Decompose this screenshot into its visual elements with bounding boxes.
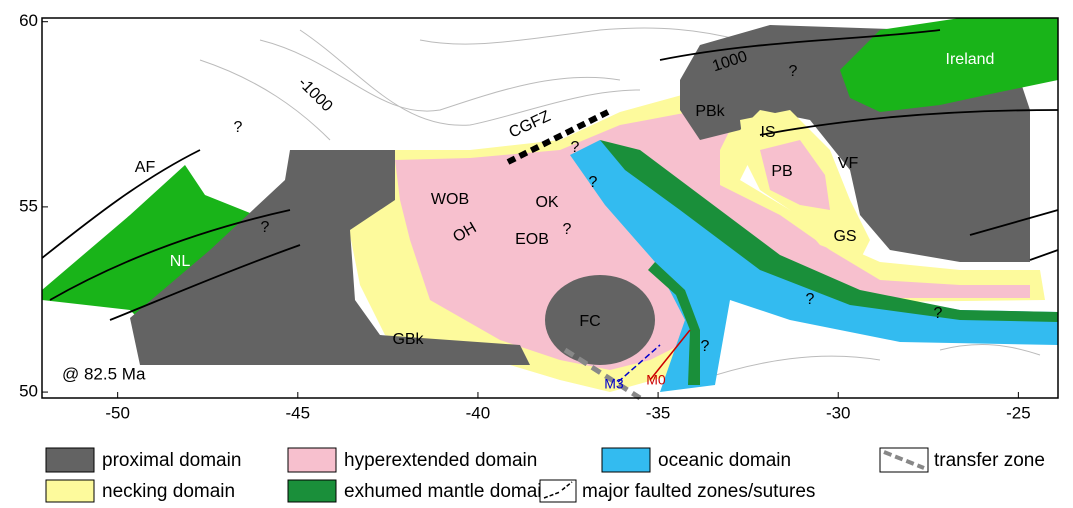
- legend-label: exhumed mantle domain: [344, 481, 552, 502]
- map-label: Ireland: [946, 51, 995, 68]
- map-label: ?: [589, 174, 598, 191]
- x-tick-label: -25: [1006, 403, 1031, 422]
- x-tick-label: -35: [646, 403, 671, 422]
- legend-swatch: [540, 480, 576, 502]
- legend-label: hyperextended domain: [344, 450, 537, 471]
- map-label: ?: [563, 221, 572, 238]
- map-label: GS: [833, 228, 856, 245]
- map-label: PB: [771, 163, 792, 180]
- map: -1000 1000 CGFZ AF ? ? NL GBk WOB OH OK …: [0, 0, 1073, 503]
- y-tick-label: 60: [19, 11, 38, 30]
- legend-swatch: [288, 480, 336, 502]
- legend-swatch: [288, 448, 336, 472]
- x-tick-label: -50: [105, 403, 130, 422]
- legend-label: transfer zone: [934, 450, 1045, 471]
- x-tick-label: -45: [286, 403, 311, 422]
- map-label: ?: [261, 219, 270, 236]
- map-label: GBk: [392, 331, 424, 348]
- map-label: IS: [760, 124, 775, 141]
- y-tick-label: 55: [19, 196, 38, 215]
- map-label: WOB: [431, 191, 469, 208]
- y-tick-label: 50: [19, 382, 38, 401]
- map-label: VF: [838, 155, 859, 172]
- map-label: ?: [571, 139, 580, 156]
- anomaly-label: M0: [646, 372, 666, 388]
- legend: proximal domain hyperextended domain oce…: [46, 448, 1045, 502]
- legend-label: necking domain: [102, 481, 235, 502]
- map-label: PBk: [695, 103, 725, 120]
- legend-label: major faulted zones/sutures: [582, 481, 815, 502]
- map-label: EOB: [515, 231, 549, 248]
- map-label: ?: [701, 338, 710, 355]
- map-label: AF: [135, 159, 156, 176]
- legend-swatch: [46, 448, 94, 472]
- map-label: ?: [789, 63, 798, 80]
- map-label: ?: [934, 305, 943, 322]
- legend-swatch: [602, 448, 650, 472]
- x-tick-label: -30: [826, 403, 851, 422]
- anomaly-label: M3: [604, 376, 624, 392]
- map-label: NL: [170, 253, 191, 270]
- map-label: FC: [579, 313, 600, 330]
- map-label: ?: [806, 291, 815, 308]
- legend-label: proximal domain: [102, 450, 241, 471]
- map-label: ?: [234, 119, 243, 136]
- age-label: @ 82.5 Ma: [62, 364, 146, 383]
- map-label: OK: [535, 194, 558, 211]
- legend-swatch: [46, 480, 94, 502]
- x-tick-label: -40: [466, 403, 491, 422]
- legend-label: oceanic domain: [658, 450, 791, 471]
